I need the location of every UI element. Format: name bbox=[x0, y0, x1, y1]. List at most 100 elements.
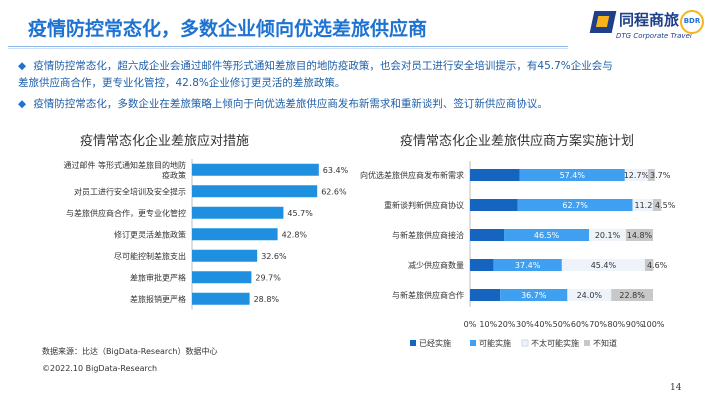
stacked-segment bbox=[644, 259, 654, 271]
brand-logo: 同程商旅 DTG Corporate Travel BDR bbox=[589, 8, 704, 48]
logo-badge-icon: BDR bbox=[680, 10, 704, 34]
title-rule-light bbox=[8, 48, 568, 49]
legend-label: 已经实施 bbox=[419, 338, 451, 348]
stacked-segment bbox=[470, 199, 518, 211]
data-label: 11.2% bbox=[635, 201, 661, 210]
category-label: 与新差旅供应商接洽 bbox=[392, 230, 464, 240]
bullet-2: ◆ 疫情防控常态化，多数企业在差旅策略上倾向于向优选差旅供应商发布新需求和重新谈… bbox=[18, 96, 698, 113]
x-tick-label: 60% bbox=[571, 320, 589, 329]
data-label: 36.7% bbox=[521, 291, 547, 300]
page-number: 14 bbox=[670, 383, 682, 393]
legend-label: 不太可能实施 bbox=[531, 338, 579, 348]
x-tick-label: 0% bbox=[464, 320, 477, 329]
stacked-segment bbox=[470, 169, 520, 181]
stacked-segment bbox=[517, 199, 633, 211]
logo-badge-text: BDR bbox=[683, 17, 701, 25]
data-label: 45.4% bbox=[591, 261, 617, 270]
bullet-1-line-1: 疫情防控常态化，超六成企业会通过邮件等形式通知差旅目的地防疫政策，也会对员工进行… bbox=[33, 60, 613, 72]
stacked-segment bbox=[470, 229, 505, 241]
data-label: 46.5% bbox=[534, 231, 560, 240]
data-source: 数据来源：比达（BigData-Research）数据中心 bbox=[42, 347, 218, 356]
stacked-segment bbox=[493, 259, 562, 271]
legend-label: 可能实施 bbox=[479, 338, 511, 348]
bar bbox=[192, 185, 318, 198]
title-rule bbox=[8, 46, 568, 47]
stacked-segment bbox=[500, 289, 568, 301]
stacked-segment bbox=[611, 289, 653, 301]
data-label: 45.7% bbox=[287, 209, 313, 218]
stacked-segment bbox=[653, 199, 662, 211]
data-label: 57.4% bbox=[560, 171, 586, 180]
data-label: 24.0% bbox=[577, 291, 603, 300]
stacked-segment bbox=[519, 169, 625, 181]
slide-title: 疫情防控常态化，多数企业倾向优选差旅供应商 bbox=[28, 18, 428, 40]
bullet-1: ◆ 疫情防控常态化，超六成企业会通过邮件等形式通知差旅目的地防疫政策，也会对员工… bbox=[18, 58, 698, 92]
x-tick-label: 20% bbox=[498, 320, 516, 329]
stacked-segment bbox=[567, 289, 612, 301]
data-label: 63.4% bbox=[323, 166, 349, 175]
stacked-segment bbox=[589, 229, 626, 241]
bar bbox=[192, 206, 284, 219]
right-chart-title: 疫情常态化企业差旅供应商方案实施计划 bbox=[400, 134, 635, 149]
copyright: ©2022.10 BigData-Research bbox=[42, 364, 158, 373]
category-label: 通过邮件 等形式通知差旅目的地防 bbox=[63, 160, 186, 170]
bullet-diamond-icon: ◆ bbox=[18, 98, 27, 110]
category-label: 与新差旅供应商合作 bbox=[392, 290, 464, 300]
legend-swatch bbox=[584, 340, 590, 346]
logo-name: 同程商旅 bbox=[619, 11, 680, 29]
category-label: 尽可能控制差旅支出 bbox=[114, 251, 186, 261]
data-label: 22.8% bbox=[619, 291, 645, 300]
data-label: 32.6% bbox=[261, 252, 287, 261]
data-label: 14.8% bbox=[627, 231, 653, 240]
stacked-segment bbox=[632, 199, 653, 211]
stacked-segment bbox=[504, 229, 590, 241]
data-label: 37.4% bbox=[515, 261, 541, 270]
bar bbox=[192, 271, 252, 284]
category-label: 修订更灵活差旅政策 bbox=[114, 229, 186, 239]
stacked-segment bbox=[561, 259, 645, 271]
stacked-segment bbox=[470, 259, 494, 271]
legend-swatch bbox=[521, 339, 529, 347]
data-label: 20.1% bbox=[595, 231, 621, 240]
data-label: 28.8% bbox=[254, 295, 280, 304]
bar bbox=[192, 292, 250, 305]
logo-tagline: DTG Corporate Travel bbox=[616, 32, 692, 40]
stacked-segment bbox=[624, 169, 649, 181]
x-tick-label: 100% bbox=[642, 320, 665, 329]
x-tick-label: 40% bbox=[534, 320, 552, 329]
category-label: 重新谈判新供应商协议 bbox=[384, 200, 464, 210]
bullet-2-line-1: 疫情防控常态化，多数企业在差旅策略上倾向于向优选差旅供应商发布新需求和重新谈判、… bbox=[33, 98, 548, 110]
category-label: 差旅报销更严格 bbox=[130, 294, 186, 304]
bar bbox=[192, 163, 319, 176]
category-label: 疫政策 bbox=[162, 170, 186, 180]
category-label: 减少供应商数量 bbox=[408, 260, 464, 270]
x-tick-label: 70% bbox=[589, 320, 607, 329]
data-label: 62.6% bbox=[321, 187, 347, 196]
bar bbox=[192, 249, 258, 262]
data-label: 29.7% bbox=[255, 273, 281, 282]
data-label: 4.5% bbox=[655, 201, 676, 210]
x-tick-label: 80% bbox=[608, 320, 626, 329]
data-label: 4.6% bbox=[647, 261, 668, 270]
bullet-1-line-2: 差旅供应商合作，更专业化管控，42.8%企业修订更灵活的差旅政策。 bbox=[18, 77, 346, 89]
data-label: 12.7% bbox=[624, 171, 650, 180]
stacked-segment bbox=[470, 289, 501, 301]
left-chart-title: 疫情常态化企业差旅应对措施 bbox=[80, 134, 250, 149]
data-label: 62.7% bbox=[562, 201, 588, 210]
category-label: 与差旅供应商合作，更专业化管控 bbox=[66, 208, 186, 218]
legend-swatch bbox=[410, 340, 416, 346]
x-tick-label: 90% bbox=[626, 320, 644, 329]
stacked-segment bbox=[648, 169, 655, 181]
category-label: 对员工进行安全培训及安全提示 bbox=[74, 186, 186, 196]
stacked-segment bbox=[625, 229, 653, 241]
x-tick-label: 10% bbox=[479, 320, 497, 329]
data-label: 42.8% bbox=[282, 230, 308, 239]
bullet-diamond-icon: ◆ bbox=[18, 60, 27, 72]
data-label: 3.7% bbox=[650, 171, 671, 180]
category-label: 向优选差旅供应商发布新需求 bbox=[360, 170, 464, 180]
legend-swatch bbox=[470, 340, 476, 346]
x-tick-label: 30% bbox=[516, 320, 534, 329]
category-label: 差旅审批更严格 bbox=[130, 272, 186, 282]
